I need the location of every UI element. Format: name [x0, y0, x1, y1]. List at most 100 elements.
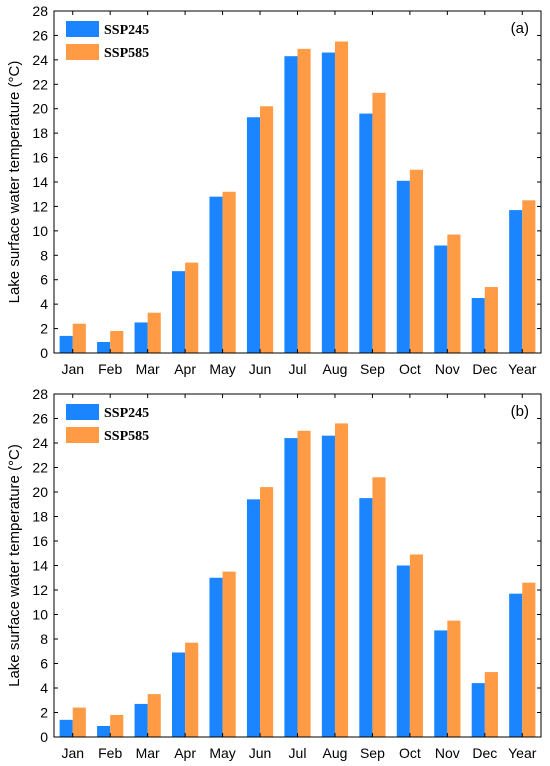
bar-ssp585-jun	[260, 106, 274, 354]
bar-ssp585-may	[222, 191, 236, 353]
bar-ssp245-jan	[59, 719, 73, 737]
bar-ssp245-may	[209, 196, 223, 353]
bar-ssp245-apr	[172, 652, 186, 737]
x-tick-label-feb: Feb	[98, 745, 122, 761]
y-tick-label: 20	[32, 484, 48, 500]
bar-ssp585-nov	[447, 620, 461, 738]
x-tick-label-jun: Jun	[249, 745, 272, 761]
x-tick-label-nov: Nov	[435, 745, 460, 761]
y-tick-label: 28	[32, 3, 48, 19]
bar-ssp245-year	[509, 210, 523, 353]
y-axis-label-unit: °C)	[6, 61, 23, 83]
bar-ssp245-apr	[172, 271, 186, 353]
y-tick-label: 16	[32, 533, 48, 549]
bar-ssp585-sep	[372, 92, 386, 353]
bar-ssp585-sep	[372, 477, 386, 737]
panel-label: (b)	[511, 403, 529, 420]
bar-ssp585-apr	[185, 262, 199, 353]
y-tick-label: 12	[32, 198, 48, 214]
bar-ssp585-year	[522, 582, 536, 737]
bar-ssp585-dec	[484, 672, 498, 737]
bar-ssp585-mar	[147, 312, 161, 353]
x-tick-label-jul: Jul	[289, 361, 307, 377]
x-tick-label-mar: Mar	[136, 361, 160, 377]
legend-swatch-ssp585	[66, 427, 99, 443]
y-tick-label: 10	[32, 607, 48, 623]
x-tick-label-year: Year	[508, 745, 537, 761]
bar-ssp585-aug	[334, 423, 349, 737]
bar-ssp245-may	[209, 577, 223, 737]
y-tick-label: 10	[32, 223, 48, 239]
x-tick-label-jul: Jul	[289, 745, 307, 761]
x-tick-label-nov: Nov	[435, 361, 460, 377]
bar-ssp245-mar	[134, 322, 148, 353]
bar-ssp585-mar	[147, 694, 161, 738]
x-tick-label-aug: Aug	[323, 361, 348, 377]
bar-ssp245-jan	[59, 335, 73, 353]
bar-ssp585-jul	[297, 430, 311, 737]
y-axis-label: Lake surface water temperature (°C)	[6, 61, 23, 304]
legend-label-ssp585: SSP585	[104, 429, 149, 444]
x-tick-label-jun: Jun	[249, 361, 272, 377]
bar-ssp585-jun	[260, 487, 274, 737]
bar-ssp245-dec	[471, 683, 485, 737]
bar-ssp245-jul	[284, 438, 298, 737]
x-tick-label-year: Year	[508, 361, 537, 377]
bar-ssp585-jan	[72, 323, 86, 353]
bar-ssp245-nov	[434, 245, 448, 353]
bar-ssp245-nov	[434, 630, 448, 737]
y-axis-label-unit: °C)	[6, 444, 23, 466]
legend-swatch-ssp245	[66, 21, 99, 37]
y-tick-label: 24	[32, 52, 48, 68]
bar-ssp585-may	[222, 571, 236, 738]
y-tick-label: 20	[32, 101, 48, 117]
x-tick-label-sep: Sep	[360, 361, 385, 377]
bar-ssp585-feb	[110, 714, 124, 737]
bar-ssp245-dec	[471, 298, 485, 353]
y-axis-label: Lake surface water temperature (°C)	[6, 444, 23, 687]
x-tick-label-may: May	[209, 361, 235, 377]
y-axis-label-main: Lake surface water temperature (	[6, 466, 23, 687]
bar-ssp585-jan	[72, 707, 86, 737]
y-tick-label: 26	[32, 27, 48, 43]
bar-ssp245-oct	[396, 565, 410, 737]
bar-ssp585-aug	[334, 41, 349, 353]
x-tick-label-dec: Dec	[472, 745, 497, 761]
y-axis-label-main: Lake surface water temperature (	[6, 82, 23, 303]
bar-ssp245-mar	[134, 703, 148, 737]
y-tick-label: 18	[32, 125, 48, 141]
x-tick-label-oct: Oct	[399, 361, 421, 377]
y-tick-label: 8	[40, 631, 48, 647]
legend-label-ssp585: SSP585	[104, 46, 149, 61]
y-tick-label: 2	[40, 321, 48, 337]
x-tick-label-apr: Apr	[174, 745, 196, 761]
bar-ssp245-jun	[246, 117, 261, 353]
bar-ssp245-feb	[97, 725, 111, 737]
bar-ssp585-dec	[484, 287, 498, 353]
x-tick-label-mar: Mar	[136, 745, 160, 761]
y-tick-label: 4	[40, 680, 48, 696]
y-tick-label: 16	[32, 150, 48, 166]
y-tick-label: 12	[32, 582, 48, 598]
y-tick-label: 22	[32, 460, 48, 476]
bar-ssp245-aug	[321, 52, 335, 353]
legend-label-ssp245: SSP245	[104, 406, 149, 421]
x-tick-label-feb: Feb	[98, 361, 122, 377]
bar-ssp585-year	[522, 200, 536, 353]
y-tick-label: 28	[32, 386, 48, 402]
x-tick-label-may: May	[209, 745, 235, 761]
y-tick-label: 18	[32, 509, 48, 525]
y-tick-label: 6	[40, 656, 48, 672]
bar-ssp585-feb	[110, 331, 124, 353]
y-tick-label: 8	[40, 247, 48, 263]
x-tick-label-aug: Aug	[323, 745, 348, 761]
bar-ssp245-aug	[321, 435, 335, 737]
bar-ssp585-jul	[297, 48, 311, 354]
x-tick-label-jan: Jan	[61, 361, 84, 377]
bar-ssp245-feb	[97, 342, 111, 353]
x-tick-label-apr: Apr	[174, 361, 196, 377]
bar-ssp245-sep	[359, 113, 373, 353]
